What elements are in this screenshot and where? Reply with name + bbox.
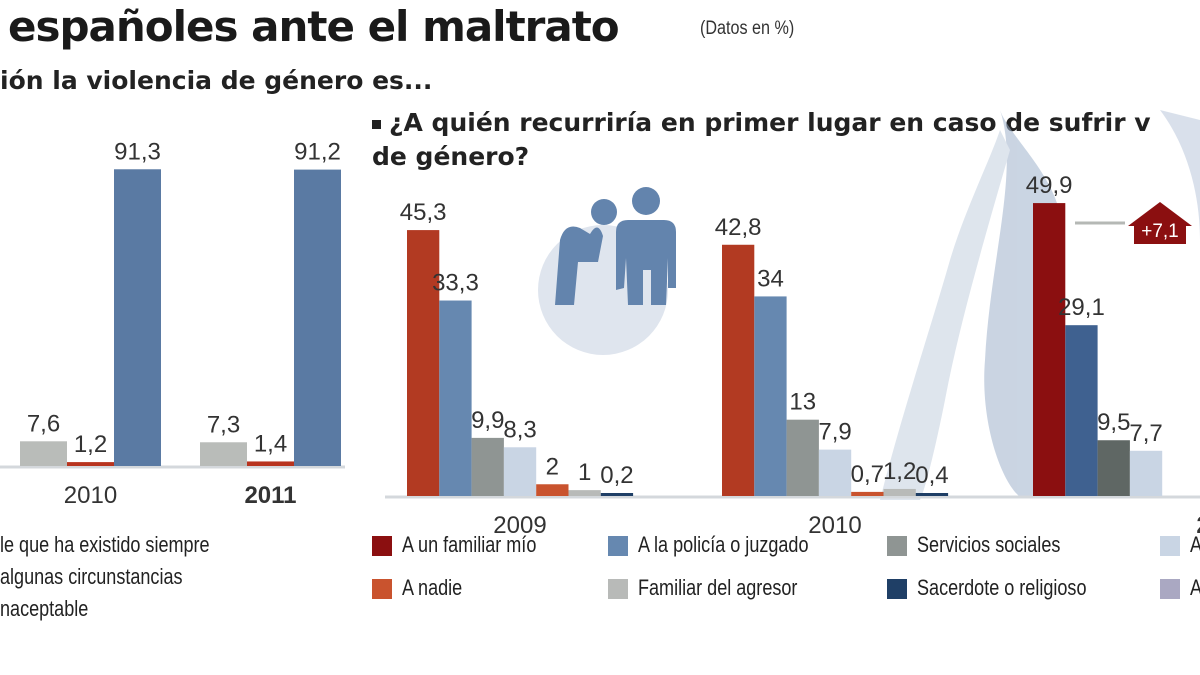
data-label: 0,2 [600, 462, 633, 489]
legend-swatch [372, 536, 392, 556]
bar-2010-1 [754, 296, 787, 496]
legend-swatch [1160, 579, 1180, 599]
bar-2009-0 [407, 230, 440, 497]
data-label: 7,6 [27, 410, 60, 437]
bar-2010-2 [786, 419, 819, 496]
units-note: (Datos en %) [700, 18, 795, 39]
bar-2011-0 [200, 442, 247, 466]
data-label: 1 [578, 459, 591, 486]
right-question-line2: de género? [372, 142, 530, 171]
bar-2-2 [1097, 440, 1130, 496]
legend-swatch [1160, 536, 1180, 556]
data-label: 7,9 [818, 419, 851, 446]
data-label: 1,2 [74, 431, 107, 458]
legend-swatch [608, 536, 628, 556]
legend-item: A [1190, 532, 1200, 558]
data-label: 49,9 [1026, 172, 1073, 199]
legend-item: A [1190, 575, 1200, 601]
legend-item: A nadie [402, 575, 463, 600]
bar-2011-2 [294, 169, 341, 466]
bar-2-0 [1033, 203, 1066, 496]
legend-item: Servicios sociales [917, 532, 1061, 557]
two-people-icon [538, 187, 676, 355]
bar-2010-3 [818, 449, 852, 496]
category-label: 2011 [244, 482, 296, 509]
legend-swatch [608, 579, 628, 599]
bar-2011-1 [247, 461, 294, 466]
data-label: 33,3 [432, 270, 479, 297]
data-label: 1,4 [254, 430, 287, 457]
data-label: 29,1 [1058, 294, 1105, 321]
data-label: 7,7 [1129, 420, 1162, 447]
right-question-line1: ¿A quién recurriría en primer lugar en c… [389, 108, 1151, 137]
data-label: 2 [546, 453, 559, 480]
legend-item: Sacerdote o religioso [917, 575, 1087, 600]
data-label: 0,7 [851, 461, 884, 488]
legend-item: A la policía o juzgado [638, 532, 809, 557]
data-label: 34 [757, 265, 784, 292]
category-label: 2009 [493, 512, 546, 539]
legend-item: Familiar del agresor [638, 575, 798, 600]
bar-2-1 [1065, 325, 1098, 496]
category-label: 2010 [808, 512, 861, 539]
left-bar-chart: 7,6 1,2 91,3 2010 7,3 1,4 91,2 2011 [0, 138, 345, 509]
page-title: españoles ante el maltrato [8, 2, 620, 51]
legend-swatch [887, 536, 907, 556]
bar-2010-5 [883, 488, 916, 496]
data-label: 91,2 [294, 139, 341, 166]
legend-swatch [372, 579, 392, 599]
legend-item: le que ha existido siempre [0, 532, 210, 557]
legend-item: algunas circunstancias [0, 564, 183, 589]
bar-2009-4 [536, 484, 569, 496]
category-label: 2 [1196, 512, 1200, 539]
legend-item: A un familiar mío [402, 532, 537, 557]
bar-2010-0 [20, 441, 67, 466]
right-question: ¿A quién recurriría en primer lugar en c… [372, 106, 1200, 174]
bar-2010-4 [851, 491, 884, 496]
bar-2009-2 [471, 437, 504, 496]
bar-2009-6 [600, 493, 634, 496]
data-label: 1,2 [883, 458, 916, 485]
data-label: 13 [789, 389, 816, 416]
data-label: 0,4 [915, 462, 948, 489]
annotation-text: +7,1 [1141, 221, 1179, 242]
data-label: 91,3 [114, 138, 161, 165]
legend-swatch [887, 579, 907, 599]
data-label: 9,5 [1097, 409, 1130, 436]
legend-item: naceptable [0, 596, 89, 621]
bar-2010-2 [114, 169, 161, 466]
bar-2010-1 [67, 462, 114, 466]
bar-2009-1 [439, 300, 472, 496]
data-label: 7,3 [207, 411, 240, 438]
data-label: 9,9 [471, 407, 504, 434]
data-label: 42,8 [715, 214, 762, 241]
bullet-icon [372, 119, 381, 129]
data-label: 45,3 [400, 199, 447, 226]
bar-2010-6 [915, 493, 949, 496]
bar-2009-5 [568, 490, 601, 496]
bar-2010-0 [722, 244, 755, 496]
up-arrow-badge-icon: +7,1 [1075, 202, 1192, 244]
category-label: 2010 [64, 482, 117, 509]
right-bar-chart: 45,333,39,98,32 1 0,2200942,834137,90,71,2… [385, 172, 1200, 539]
bar-2-3 [1129, 450, 1163, 496]
data-label: 8,3 [503, 416, 536, 443]
bar-2009-3 [503, 447, 537, 496]
left-question: ión la violencia de género es... [0, 66, 433, 95]
